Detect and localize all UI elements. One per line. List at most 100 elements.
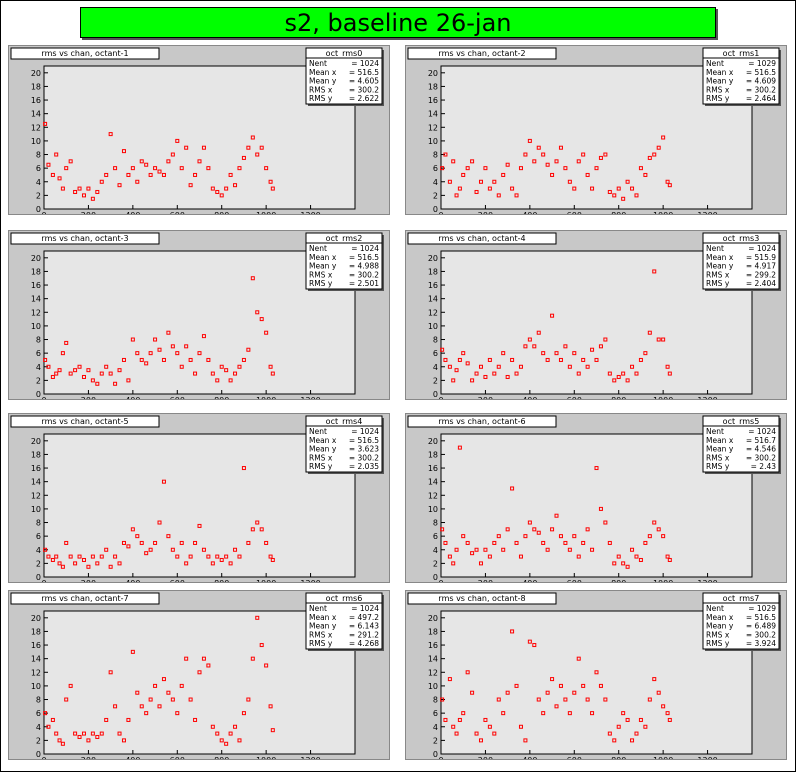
y-tick-label: 6 bbox=[433, 164, 438, 173]
y-tick-label: 0 bbox=[36, 390, 41, 399]
y-tick-label: 8 bbox=[36, 519, 41, 528]
data-point bbox=[603, 520, 608, 525]
data-point bbox=[246, 145, 251, 150]
stats-label: RMS y bbox=[706, 94, 730, 103]
stats-label: Mean x bbox=[706, 613, 734, 622]
data-point bbox=[532, 344, 537, 349]
data-point bbox=[638, 557, 643, 562]
data-point bbox=[630, 547, 635, 552]
data-point bbox=[550, 677, 555, 682]
data-point bbox=[246, 540, 251, 545]
y-tick-label: 18 bbox=[428, 627, 438, 636]
data-point bbox=[457, 445, 462, 450]
data-point bbox=[228, 378, 233, 383]
data-point bbox=[161, 357, 166, 362]
data-point bbox=[554, 351, 559, 356]
data-point bbox=[470, 159, 475, 164]
x-tick-label: 600 bbox=[170, 579, 185, 582]
data-point bbox=[81, 557, 86, 562]
data-point bbox=[487, 186, 492, 191]
x-tick-label: 1000 bbox=[256, 211, 276, 214]
data-point bbox=[86, 738, 91, 743]
data-point bbox=[451, 378, 456, 383]
data-point bbox=[268, 704, 273, 709]
data-point bbox=[474, 189, 479, 194]
data-point bbox=[638, 166, 643, 171]
data-point bbox=[661, 135, 666, 140]
data-point bbox=[625, 564, 630, 569]
x-tick-label: 1000 bbox=[256, 579, 276, 582]
stats-value: = 300.2 bbox=[746, 453, 776, 462]
data-point bbox=[108, 670, 113, 675]
y-tick-label: 6 bbox=[36, 349, 41, 358]
data-point bbox=[148, 547, 153, 552]
data-point bbox=[594, 466, 599, 471]
data-point bbox=[443, 152, 448, 157]
plot-pad-octant-3: 0 200 400 600 800 1000 1200 0 2 4 6 8 10 12 14 16 18 20 rm… bbox=[8, 230, 390, 405]
x-tick-label: 200 bbox=[81, 396, 96, 399]
data-point bbox=[643, 351, 648, 356]
data-point bbox=[510, 186, 515, 191]
stats-value: = 1024 bbox=[351, 604, 379, 613]
stats-box bbox=[305, 232, 383, 290]
data-point bbox=[90, 378, 95, 383]
data-point bbox=[483, 374, 488, 379]
data-point bbox=[117, 183, 122, 188]
data-point bbox=[558, 534, 563, 539]
x-tick-label: 0 bbox=[41, 579, 46, 582]
data-point bbox=[193, 540, 198, 545]
data-point bbox=[590, 547, 595, 552]
data-point bbox=[60, 186, 65, 191]
data-point bbox=[647, 534, 652, 539]
data-point bbox=[184, 344, 189, 349]
stats-value: = 1024 bbox=[351, 244, 379, 253]
stats-box bbox=[702, 47, 780, 105]
stats-label: Nent bbox=[706, 59, 724, 68]
data-point bbox=[514, 371, 519, 376]
data-point bbox=[241, 466, 246, 471]
data-point bbox=[545, 162, 550, 167]
data-point bbox=[478, 364, 483, 369]
x-tick-label: 400 bbox=[125, 756, 140, 759]
data-point bbox=[175, 351, 180, 356]
data-point bbox=[667, 371, 672, 376]
data-point bbox=[246, 697, 251, 702]
data-point bbox=[457, 186, 462, 191]
data-point bbox=[474, 547, 479, 552]
stats-name: oct_rms2 bbox=[326, 234, 363, 243]
data-point bbox=[590, 186, 595, 191]
stats-label: RMS y bbox=[309, 279, 333, 288]
data-point bbox=[184, 656, 189, 661]
data-point bbox=[510, 357, 515, 362]
data-point bbox=[603, 697, 608, 702]
data-point bbox=[652, 677, 657, 682]
data-point bbox=[634, 193, 639, 198]
data-point bbox=[457, 357, 462, 362]
data-point bbox=[54, 152, 59, 157]
y-tick-label: 0 bbox=[433, 573, 438, 582]
data-point bbox=[563, 166, 568, 171]
plot-title-box bbox=[407, 592, 557, 605]
y-tick-label: 6 bbox=[36, 532, 41, 541]
scatter-plot-octant-8: 0 200 400 600 800 1000 1200 0 2 4 6 8 10 12 14 16 18 20 rm… bbox=[407, 592, 781, 765]
data-point bbox=[630, 364, 635, 369]
stats-label: Mean x bbox=[309, 436, 337, 445]
data-point bbox=[161, 677, 166, 682]
y-tick-label: 14 bbox=[31, 655, 41, 664]
data-point bbox=[616, 554, 621, 559]
x-tick-label: 1000 bbox=[653, 211, 673, 214]
data-point bbox=[527, 138, 532, 143]
plot-frame bbox=[440, 610, 753, 755]
data-point bbox=[153, 683, 158, 688]
y-tick-label: 10 bbox=[31, 137, 41, 146]
data-point bbox=[487, 357, 492, 362]
data-point bbox=[259, 145, 264, 150]
data-point bbox=[64, 340, 69, 345]
stats-label: RMS y bbox=[309, 94, 333, 103]
y-tick-label: 4 bbox=[36, 178, 41, 187]
y-tick-label: 0 bbox=[36, 573, 41, 582]
x-tick-label: 800 bbox=[611, 579, 626, 582]
x-tick-label: 800 bbox=[611, 211, 626, 214]
data-point bbox=[224, 186, 229, 191]
data-point bbox=[144, 551, 149, 556]
